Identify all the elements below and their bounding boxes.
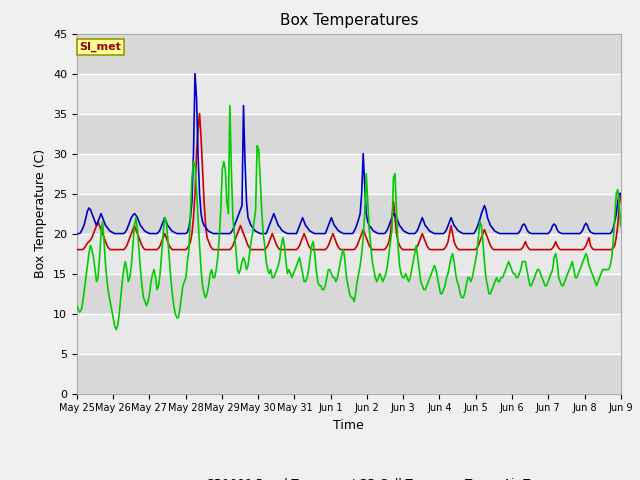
Legend: CR1000 Panel T, LGR Cell T, Tower Air T: CR1000 Panel T, LGR Cell T, Tower Air T — [162, 473, 536, 480]
Bar — [77, 354, 621, 394]
Bar — [77, 234, 621, 274]
Bar — [77, 154, 621, 193]
Bar — [77, 34, 621, 73]
Bar — [77, 274, 621, 313]
Text: SI_met: SI_met — [79, 42, 122, 52]
Bar — [77, 313, 621, 354]
Title: Box Temperatures: Box Temperatures — [280, 13, 418, 28]
Bar — [77, 114, 621, 154]
Bar — [77, 193, 621, 234]
Bar — [77, 73, 621, 114]
Y-axis label: Box Temperature (C): Box Temperature (C) — [35, 149, 47, 278]
X-axis label: Time: Time — [333, 419, 364, 432]
